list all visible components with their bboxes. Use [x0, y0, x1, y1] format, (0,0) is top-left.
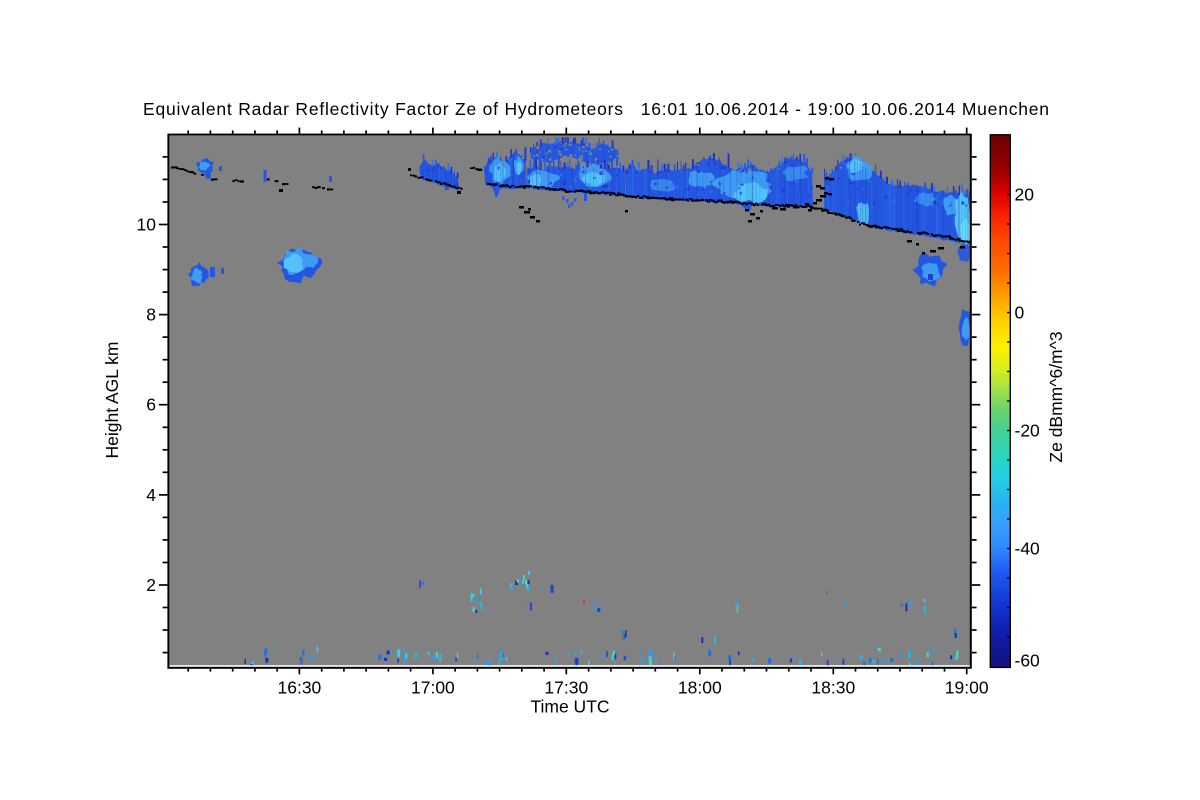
svg-text:0: 0	[1015, 303, 1025, 323]
svg-text:Ze dBmm^6/m^3: Ze dBmm^6/m^3	[1046, 331, 1066, 462]
svg-text:20: 20	[1015, 185, 1035, 205]
svg-text:Height AGL km: Height AGL km	[102, 341, 122, 458]
svg-text:16:30: 16:30	[278, 678, 322, 698]
svg-text:-40: -40	[1015, 539, 1041, 559]
svg-text:17:30: 17:30	[544, 678, 588, 698]
svg-text:4: 4	[146, 485, 156, 505]
svg-text:6: 6	[146, 395, 156, 415]
svg-text:-60: -60	[1015, 651, 1041, 671]
svg-text:10: 10	[137, 215, 157, 235]
svg-text:17:00: 17:00	[411, 678, 455, 698]
svg-text:18:30: 18:30	[811, 678, 855, 698]
svg-text:18:00: 18:00	[678, 678, 722, 698]
svg-text:Equivalent Radar Reflectivity: Equivalent Radar Reflectivity Factor Ze …	[143, 99, 1049, 119]
svg-text:8: 8	[146, 305, 156, 325]
svg-text:2: 2	[146, 575, 156, 595]
svg-text:Time UTC: Time UTC	[530, 697, 609, 717]
svg-text:-20: -20	[1015, 421, 1041, 441]
svg-text:19:00: 19:00	[945, 678, 989, 698]
